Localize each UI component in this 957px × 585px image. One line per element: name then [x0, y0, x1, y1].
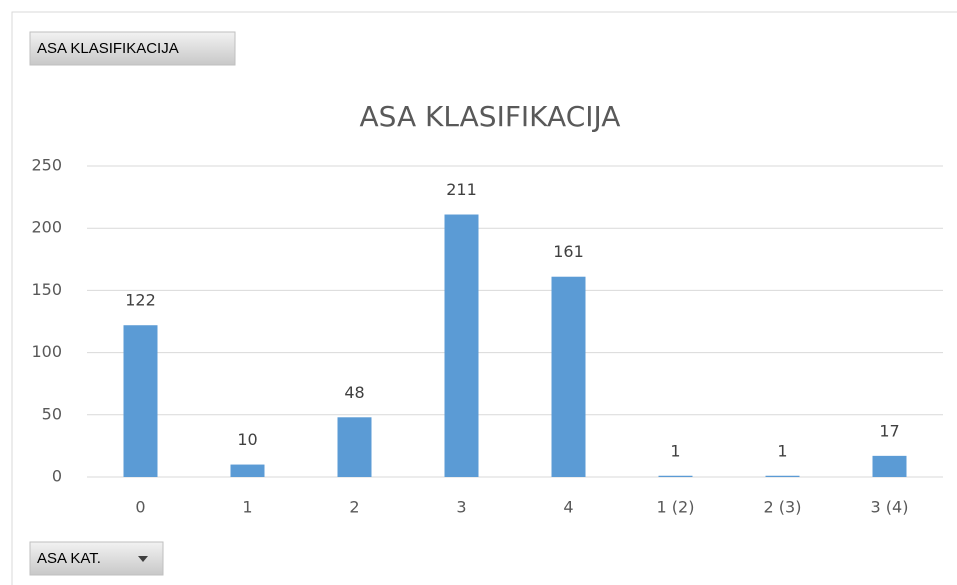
- x-tick-label: 1: [242, 498, 252, 517]
- y-tick-label: 200: [31, 218, 62, 237]
- button-label: ASA KAT.: [37, 550, 101, 567]
- bar: [230, 464, 265, 477]
- data-label: 161: [553, 242, 584, 261]
- data-label: 17: [879, 421, 899, 440]
- bar: [872, 455, 907, 477]
- y-tick-label: 150: [31, 280, 62, 299]
- data-label: 48: [344, 383, 364, 402]
- axis-field-button[interactable]: ASA KAT.: [29, 541, 164, 576]
- x-tick-label: 0: [135, 498, 145, 517]
- button-bg: [29, 31, 236, 66]
- bar: [551, 276, 586, 477]
- x-tick-label: 1 (2): [657, 498, 695, 517]
- bar: [123, 325, 158, 477]
- y-tick-label: 50: [42, 404, 62, 423]
- y-tick-label: 100: [31, 342, 62, 361]
- button-label: ASA KLASIFIKACIJA: [37, 40, 179, 57]
- x-tick-label: 2 (3): [764, 498, 802, 517]
- value-field-button[interactable]: ASA KLASIFIKACIJA: [29, 31, 236, 66]
- y-tick-label: 0: [52, 467, 62, 486]
- x-tick-label: 2: [349, 498, 359, 517]
- data-label: 10: [237, 430, 257, 449]
- data-label: 122: [125, 291, 156, 310]
- bar: [765, 475, 800, 477]
- y-tick-label: 250: [31, 156, 62, 175]
- dropdown-arrow: [138, 556, 148, 562]
- bar: [658, 475, 693, 477]
- chart-title: ASA KLASIFIKACIJA: [360, 100, 621, 133]
- data-label: 1: [777, 441, 787, 460]
- chart-border: [11, 11, 957, 585]
- x-tick-label: 4: [563, 498, 573, 517]
- data-label: 211: [446, 180, 477, 199]
- bar: [444, 214, 479, 478]
- x-tick-label: 3: [456, 498, 466, 517]
- x-tick-label: 3 (4): [871, 498, 909, 517]
- bar: [337, 417, 372, 477]
- data-label: 1: [670, 441, 680, 460]
